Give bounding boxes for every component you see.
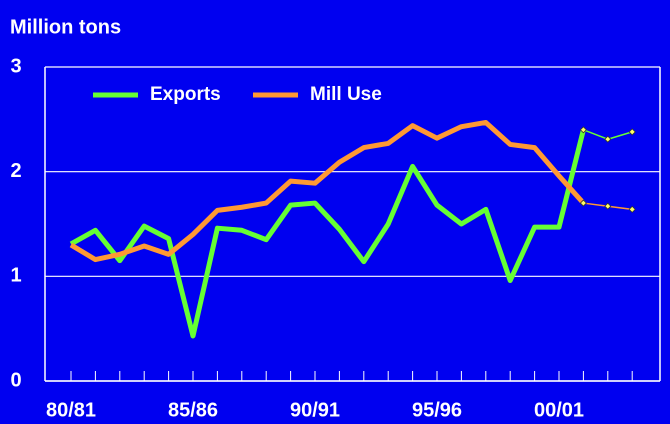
- y-tick-label: 0: [10, 369, 21, 391]
- y-tick-label: 3: [10, 55, 21, 77]
- x-tick-label: 95/96: [412, 399, 462, 421]
- y-tick-label: 2: [10, 160, 21, 182]
- series-line: [69, 119, 586, 263]
- x-tick-label: 85/86: [168, 399, 218, 421]
- projection-marker: [604, 202, 612, 210]
- projection-marker: [579, 199, 587, 207]
- projection-marker: [604, 135, 612, 143]
- legend-label: Exports: [150, 84, 221, 105]
- projection-marker: [628, 128, 636, 136]
- projection-marker: [628, 205, 636, 213]
- chart-title: Million tons: [10, 16, 121, 38]
- projection-marker: [579, 126, 587, 134]
- x-tick-label: 80/81: [46, 399, 96, 421]
- series-line: [69, 129, 586, 339]
- x-tick-label: 00/01: [534, 399, 584, 421]
- y-tick-label: 1: [10, 265, 21, 287]
- x-tick-label: 90/91: [290, 399, 340, 421]
- legend-label: Mill Use: [310, 84, 382, 105]
